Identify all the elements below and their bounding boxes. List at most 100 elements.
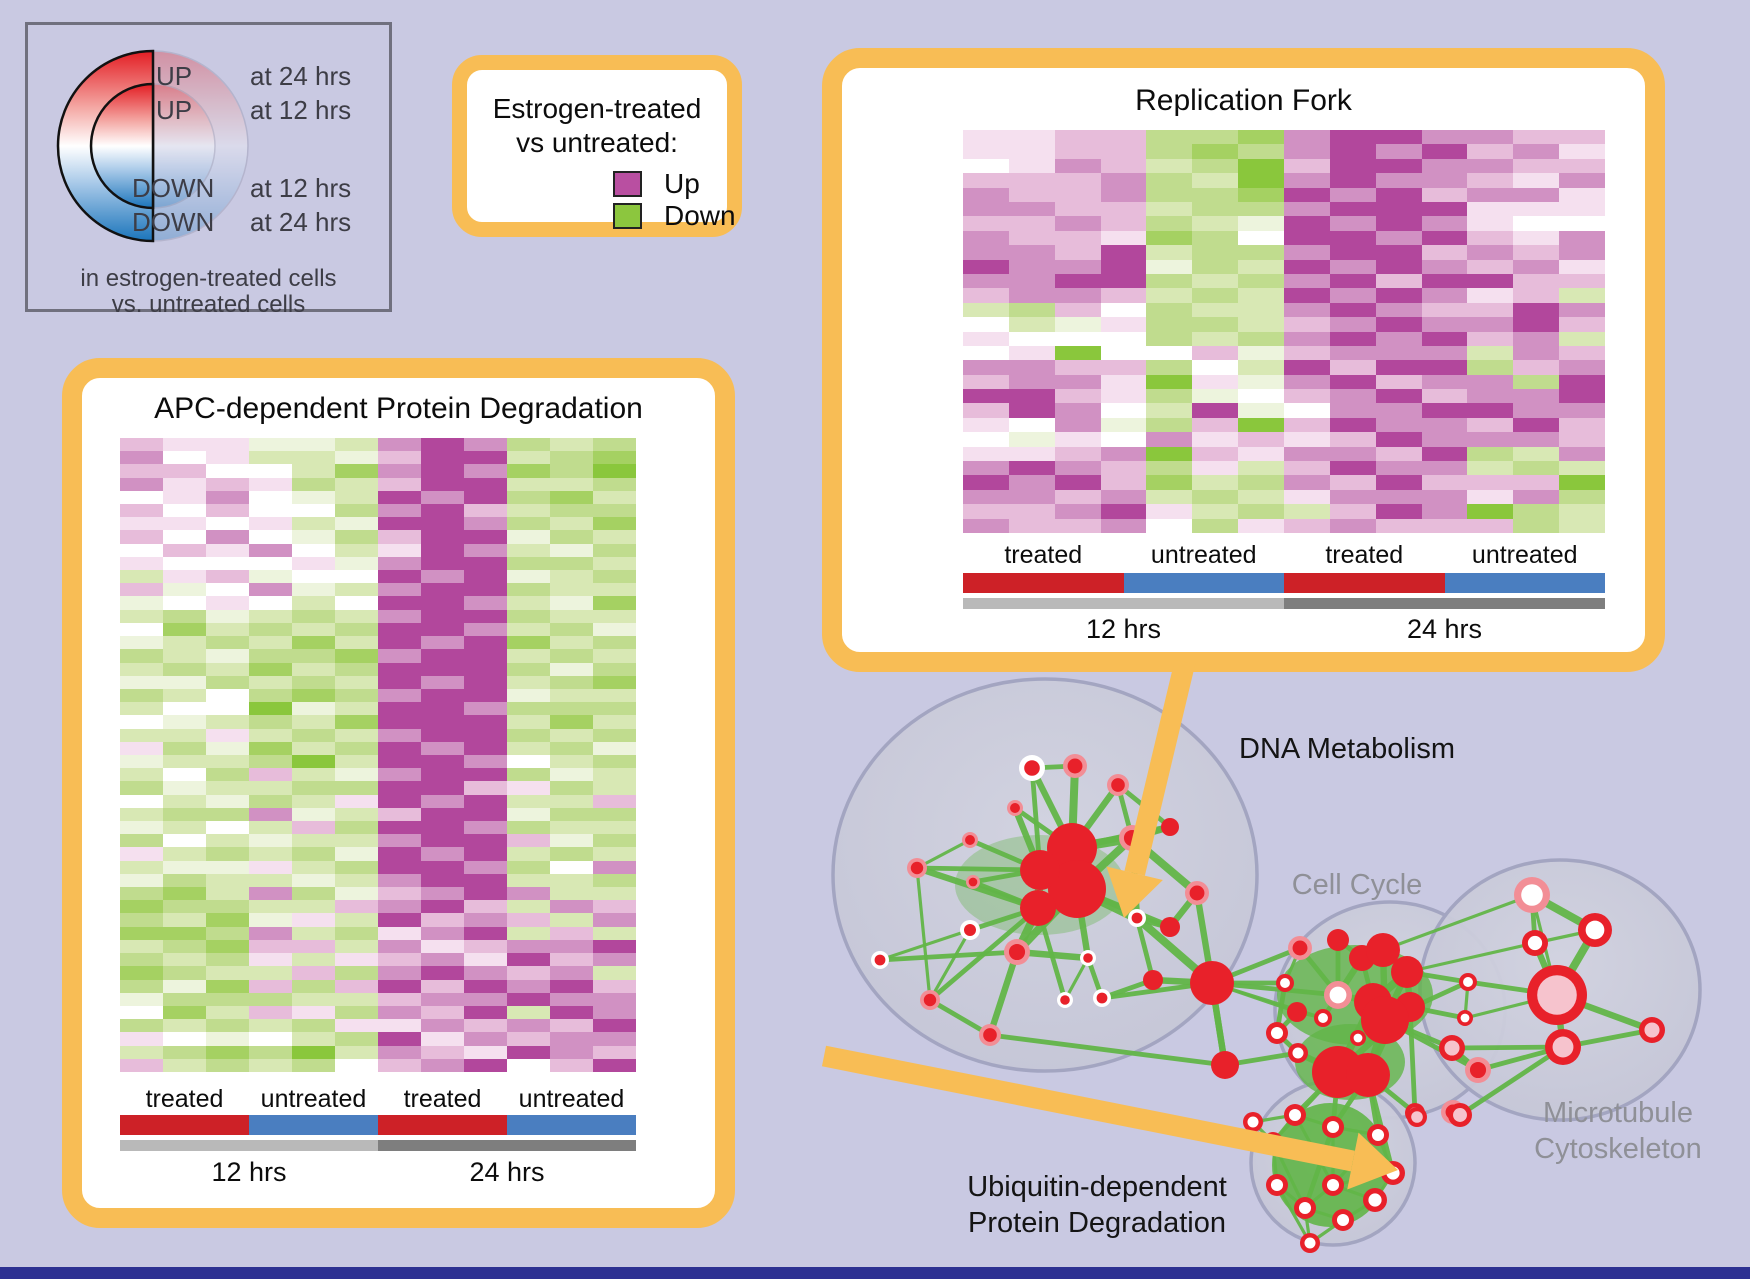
- heatmap-cell: [421, 438, 464, 452]
- heatmap-cell: [1146, 201, 1193, 217]
- heatmap-cell: [550, 1005, 593, 1020]
- heatmap-cell: [1238, 130, 1284, 145]
- heatmap-cell: [335, 649, 378, 663]
- treatment-bar-segment: [1123, 573, 1284, 593]
- heatmap-cell: [1284, 130, 1330, 145]
- time-label: at 24 hrs: [250, 61, 352, 91]
- heatmap-cell: [335, 979, 378, 993]
- estrogen-legend-box: Estrogen-treated vs untreated: Up Down: [452, 55, 742, 237]
- heatmap-cell: [963, 230, 1009, 246]
- heatmap-cell: [550, 926, 593, 940]
- heatmap-cell: [120, 662, 163, 676]
- heatmap-cell: [1238, 403, 1284, 418]
- edge-density-blob: [1277, 945, 1433, 1045]
- heatmap-cell: [963, 345, 1009, 361]
- network-edge: [1128, 834, 1141, 922]
- heatmap-cell: [163, 649, 206, 663]
- heatmap-cell: [421, 675, 464, 689]
- heatmap-cell: [249, 728, 292, 742]
- network-edge: [1068, 823, 1174, 852]
- heatmap-cell: [163, 873, 206, 888]
- heatmap-cell: [1284, 446, 1330, 462]
- gene-set-node: [1371, 1128, 1385, 1142]
- heatmap-cell: [421, 781, 464, 795]
- heatmap-cell: [464, 741, 507, 755]
- heatmap-cell: [1421, 345, 1468, 361]
- heatmap-cell: [550, 556, 593, 571]
- heatmap-cell: [963, 245, 1009, 260]
- cluster-label-cell-cycle: Cell Cycle: [1292, 869, 1423, 901]
- heatmap-cell: [1559, 504, 1605, 519]
- heatmap-cell: [1329, 432, 1376, 447]
- heatmap-cell: [507, 1019, 550, 1033]
- heatmap-cell: [1238, 446, 1284, 462]
- time-label: at 24 hrs: [250, 207, 352, 237]
- heatmap-cell: [249, 913, 292, 927]
- heatmap-cell: [1329, 187, 1376, 202]
- network-edge: [970, 867, 1043, 885]
- gene-set-node: [968, 877, 978, 887]
- heatmap-cell: [421, 490, 464, 505]
- heatmap-cell: [593, 821, 636, 835]
- heatmap-cell: [1192, 331, 1239, 346]
- network-edge: [1274, 980, 1288, 1036]
- heatmap-cell: [1008, 475, 1055, 490]
- heatmap-cell: [421, 688, 464, 703]
- heatmap-cell: [1192, 201, 1239, 217]
- heatmap-cell: [1146, 518, 1193, 533]
- heatmap-cell: [163, 662, 206, 676]
- heatmap-cell: [550, 451, 593, 465]
- heatmap-cell: [163, 887, 206, 901]
- heatmap-cell: [1467, 374, 1514, 390]
- heatmap-cell: [1513, 331, 1560, 346]
- heatmap-cell: [464, 926, 507, 940]
- heatmap-cell: [1329, 317, 1376, 332]
- heatmap-cell: [464, 662, 507, 676]
- heatmap-cell: [550, 464, 593, 478]
- heatmap-cell: [464, 834, 507, 848]
- gene-set-node: [910, 861, 924, 875]
- network-edge: [1331, 1125, 1380, 1137]
- heatmap-cell: [421, 953, 464, 967]
- heatmap-cell: [1329, 389, 1376, 404]
- heatmap-cell: [120, 543, 163, 557]
- cluster-ellipse-cell-cycle: [1273, 900, 1507, 1120]
- heatmap-cell: [421, 992, 464, 1006]
- network-edge: [1063, 956, 1090, 1002]
- heatmap-cell: [1192, 446, 1239, 462]
- heatmap-cell: [1054, 389, 1101, 404]
- network-edge: [1475, 1044, 1566, 1073]
- heatmap-cell: [1513, 504, 1560, 519]
- heatmap-cell: [507, 517, 550, 531]
- network-edge: [1334, 954, 1366, 999]
- heatmap-cell: [593, 781, 636, 795]
- heatmap-cell: [249, 636, 292, 650]
- heatmap-cell: [421, 821, 464, 835]
- heatmap-cell: [1146, 389, 1193, 404]
- heatmap-cell: [1329, 144, 1376, 159]
- heatmap-cell: [378, 953, 421, 967]
- heatmap-cell: [335, 583, 378, 597]
- gene-set-node: [1190, 961, 1234, 1005]
- gene-set-node: [1160, 917, 1180, 937]
- heatmap-cell: [1284, 173, 1330, 188]
- heatmap-cell: [1559, 432, 1605, 447]
- heatmap-cell: [507, 570, 550, 584]
- heatmap-cell: [120, 860, 163, 874]
- heatmap-cell: [206, 807, 249, 822]
- heatmap-cell: [120, 1005, 163, 1020]
- heatmap-cell: [1192, 345, 1239, 361]
- heatmap-cell: [1329, 331, 1376, 346]
- heatmap-cell: [421, 913, 464, 927]
- heatmap-cell: [593, 609, 636, 623]
- heatmap-cell: [163, 556, 206, 571]
- gene-set-node: [1386, 1166, 1400, 1180]
- network-edge: [1128, 834, 1201, 897]
- network-edge: [1149, 976, 1216, 987]
- gene-set-node: [1445, 1104, 1461, 1120]
- heatmap-cell: [163, 596, 206, 610]
- heatmap-cell: [120, 438, 163, 452]
- network-edge: [1365, 1072, 1418, 1116]
- network-edge: [1308, 1218, 1345, 1245]
- heatmap-cell: [163, 741, 206, 755]
